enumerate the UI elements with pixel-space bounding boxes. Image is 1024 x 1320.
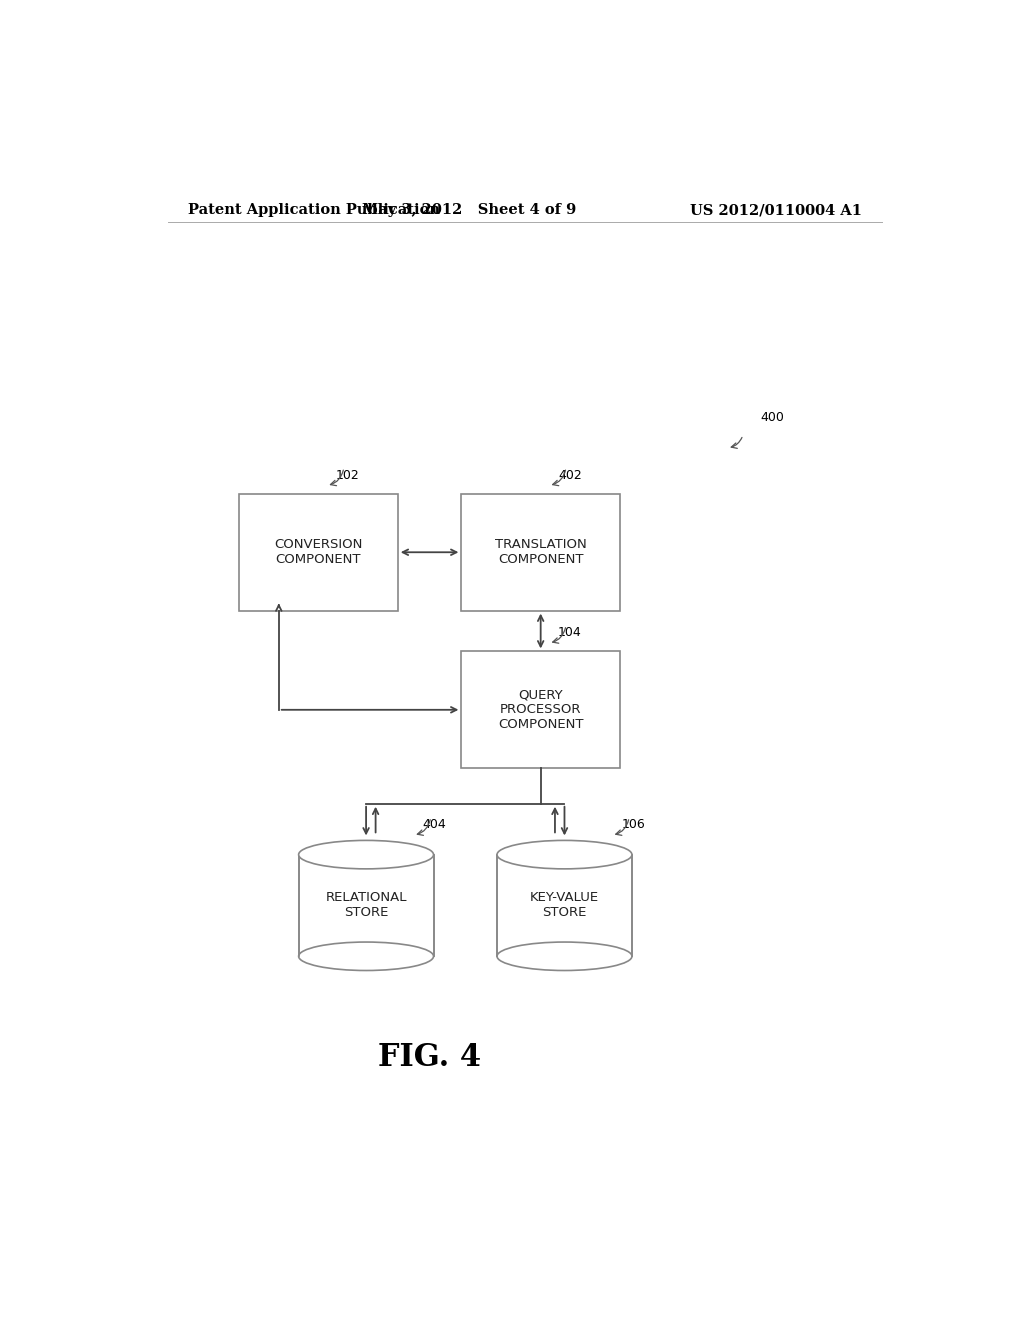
Text: CONVERSION
COMPONENT: CONVERSION COMPONENT: [274, 539, 362, 566]
Bar: [299, 854, 433, 956]
Ellipse shape: [497, 942, 632, 970]
Bar: [461, 494, 621, 611]
Ellipse shape: [299, 841, 433, 869]
Text: US 2012/0110004 A1: US 2012/0110004 A1: [690, 203, 862, 218]
Text: 400: 400: [761, 411, 784, 424]
Bar: [497, 854, 632, 956]
Text: 104: 104: [558, 626, 582, 639]
Text: FIG. 4: FIG. 4: [378, 1043, 481, 1073]
Text: 106: 106: [622, 818, 645, 832]
Text: TRANSLATION
COMPONENT: TRANSLATION COMPONENT: [495, 539, 587, 566]
Text: Patent Application Publication: Patent Application Publication: [187, 203, 439, 218]
Bar: [240, 494, 398, 611]
Text: 404: 404: [423, 818, 446, 832]
Bar: [461, 651, 621, 768]
Text: 402: 402: [558, 469, 582, 482]
Text: May 3, 2012   Sheet 4 of 9: May 3, 2012 Sheet 4 of 9: [362, 203, 577, 218]
Text: 102: 102: [336, 469, 359, 482]
Text: KEY-VALUE
STORE: KEY-VALUE STORE: [529, 891, 599, 920]
Ellipse shape: [299, 942, 433, 970]
Text: RELATIONAL
STORE: RELATIONAL STORE: [326, 891, 407, 920]
Ellipse shape: [497, 841, 632, 869]
Text: QUERY
PROCESSOR
COMPONENT: QUERY PROCESSOR COMPONENT: [498, 688, 584, 731]
